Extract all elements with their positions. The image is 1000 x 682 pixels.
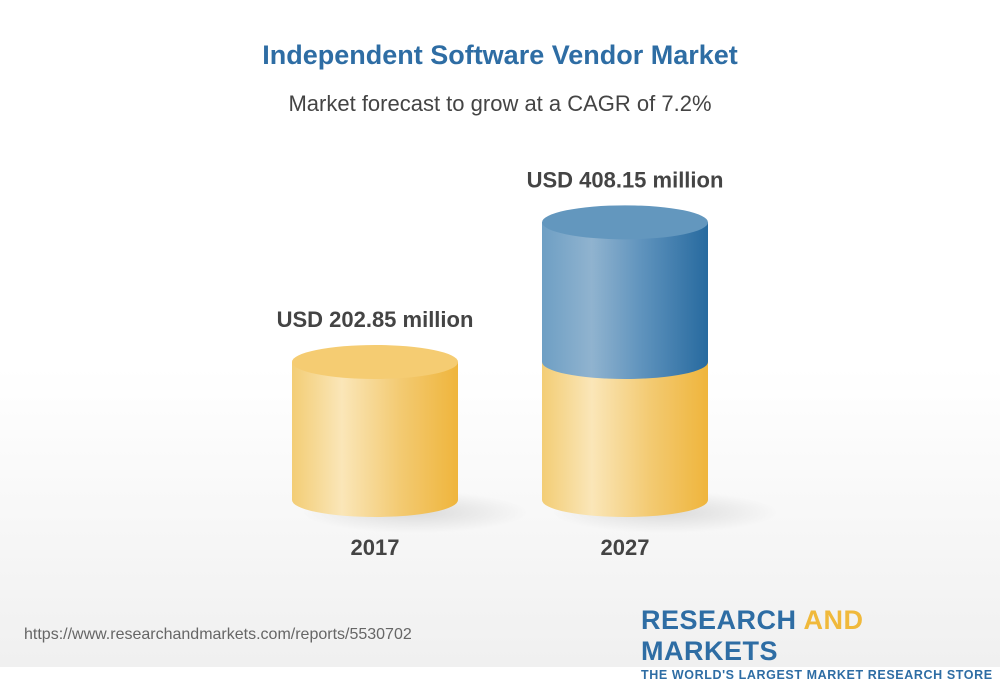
bar-growth-segment [542, 222, 708, 379]
chart-subtitle: Market forecast to grow at a CAGR of 7.2… [288, 91, 712, 116]
bar-2017 [292, 362, 458, 517]
data-label: USD 408.15 million [527, 167, 724, 192]
bar-base-segment [542, 362, 708, 517]
category-label: 2027 [601, 535, 650, 560]
report-url[interactable]: https://www.researchandmarkets.com/repor… [24, 626, 412, 643]
category-label: 2017 [351, 535, 400, 560]
cylinder-top [292, 345, 458, 379]
chart-title: Independent Software Vendor Market [262, 40, 738, 70]
data-label: USD 202.85 million [277, 307, 474, 332]
cylinder-chart: USD 202.85 million 2017 USD 408.15 million… [277, 167, 778, 560]
cylinder-top [542, 205, 708, 240]
research-and-markets-logo: RESEARCH AND MARKETS THE WORLD'S LARGEST… [641, 605, 993, 682]
